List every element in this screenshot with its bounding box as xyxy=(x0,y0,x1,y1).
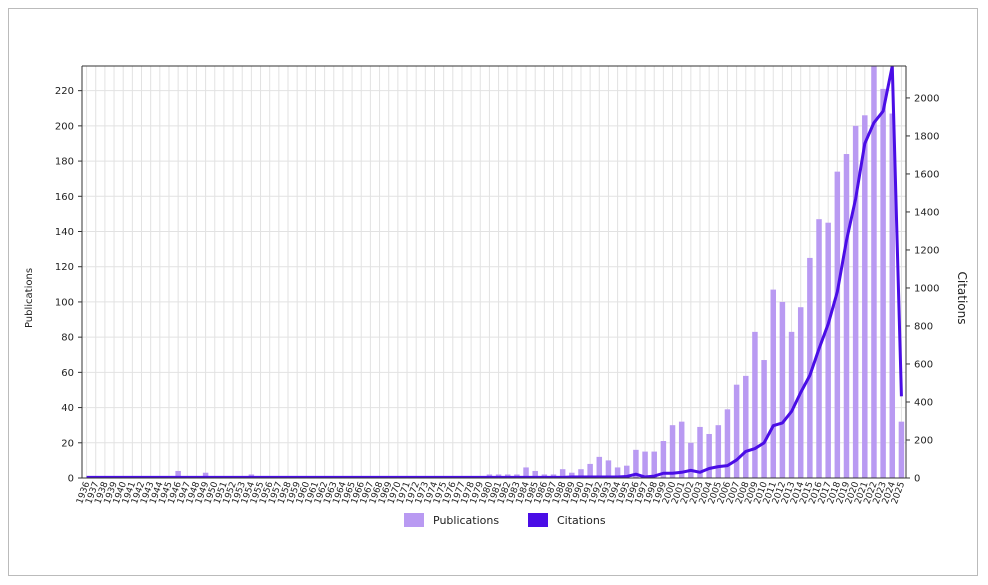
y-tick-label: 160 xyxy=(55,192,74,203)
y-tick-label: 0 xyxy=(68,474,74,485)
bar xyxy=(834,171,841,478)
grid xyxy=(82,66,906,479)
bar xyxy=(843,154,850,478)
bar xyxy=(624,465,630,478)
bar xyxy=(569,472,575,478)
legend-label: Publications xyxy=(433,514,499,527)
y-tick-label: 40 xyxy=(61,403,74,414)
bar xyxy=(669,425,676,478)
y2-tick-label: 2000 xyxy=(914,93,939,104)
bar xyxy=(660,441,667,478)
bar xyxy=(578,469,584,478)
bar xyxy=(880,88,886,478)
bar xyxy=(788,331,795,478)
y2-tick-label: 1000 xyxy=(914,283,939,294)
bar xyxy=(678,421,685,478)
bar xyxy=(175,470,181,478)
y2-tick-label: 400 xyxy=(914,397,933,408)
y-tick-label: 140 xyxy=(55,227,74,238)
bar xyxy=(688,442,694,478)
y2-tick-label: 200 xyxy=(914,435,933,446)
bar xyxy=(697,426,703,478)
frame xyxy=(8,8,978,576)
y2-tick-label: 1600 xyxy=(914,169,939,180)
y2-tick-label: 0 xyxy=(914,474,920,485)
legend-label: Citations xyxy=(557,514,606,527)
y-tick-label: 20 xyxy=(61,438,74,449)
y2-tick-label: 600 xyxy=(914,359,933,370)
y2-axis-label: Citations xyxy=(955,271,969,324)
y-tick-label: 200 xyxy=(55,121,74,132)
bar xyxy=(651,451,657,478)
bar xyxy=(642,451,648,478)
bar xyxy=(724,409,731,478)
bar xyxy=(743,375,749,478)
y2-tick-label: 800 xyxy=(914,321,933,332)
y-tick-label: 120 xyxy=(55,262,74,273)
y-tick-label: 220 xyxy=(55,86,74,97)
bar xyxy=(614,467,621,478)
y-tick-label: 180 xyxy=(55,157,74,168)
bar xyxy=(807,257,813,478)
bar xyxy=(779,301,786,478)
plot xyxy=(86,66,905,478)
bar xyxy=(706,433,712,478)
legend-swatch xyxy=(404,513,424,527)
y-tick-label: 100 xyxy=(55,297,74,308)
bar xyxy=(889,113,896,478)
bar xyxy=(633,449,639,478)
y2-tick-label: 1400 xyxy=(914,207,939,218)
bar xyxy=(761,360,767,478)
bar xyxy=(587,463,593,478)
bar xyxy=(898,421,905,478)
bar xyxy=(532,470,538,478)
bar xyxy=(770,289,776,478)
bar xyxy=(202,472,209,478)
bar xyxy=(862,115,868,478)
y2-tick-label: 1200 xyxy=(914,245,939,256)
bar xyxy=(871,66,877,478)
bar xyxy=(715,425,722,478)
bar xyxy=(523,467,529,478)
bar xyxy=(733,384,740,478)
bar xyxy=(605,460,612,478)
y-axis-label: Publications xyxy=(24,268,35,328)
bar xyxy=(752,331,758,478)
line xyxy=(86,66,903,478)
bar xyxy=(825,222,831,478)
bar xyxy=(596,456,603,478)
bar xyxy=(559,469,566,478)
y2-tick-label: 1800 xyxy=(914,131,939,142)
bar xyxy=(852,125,859,478)
y-tick-label: 60 xyxy=(61,368,74,379)
y-tick-label: 80 xyxy=(61,333,74,344)
legend-swatch xyxy=(528,513,548,527)
